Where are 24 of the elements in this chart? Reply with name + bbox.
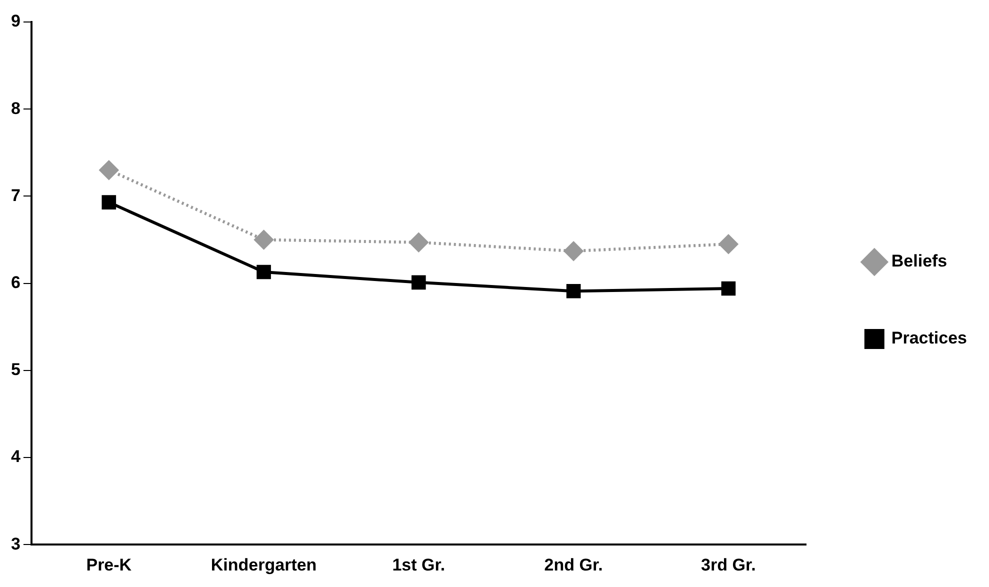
- point: [718, 234, 738, 254]
- y-tick-label: 5: [10, 360, 20, 380]
- y-tick-label: 7: [10, 186, 20, 205]
- y-tick-label: 9: [10, 12, 20, 31]
- point: [102, 195, 116, 210]
- y-tick-label: 6: [10, 272, 20, 292]
- x-tick-label: 1st Gr.: [392, 555, 446, 574]
- x-tick-label: Pre-K: [86, 555, 132, 574]
- legend-label: Beliefs: [891, 252, 948, 271]
- legend-label: Practices: [891, 328, 968, 348]
- y-tick-label: 4: [10, 447, 21, 466]
- point: [412, 275, 426, 290]
- x-tick-label: 2nd Gr.: [544, 555, 603, 574]
- y-tick-label: 8: [10, 98, 20, 118]
- point: [99, 160, 118, 180]
- x-tick-label: 3rd Gr.: [701, 555, 756, 574]
- point: [564, 242, 584, 261]
- point: [256, 264, 271, 280]
- point: [721, 281, 736, 296]
- point: [409, 232, 428, 252]
- point: [566, 284, 581, 298]
- x-tick-label: Kindergarten: [210, 555, 317, 574]
- point: [254, 230, 274, 250]
- y-tick-label: 3: [10, 534, 20, 554]
